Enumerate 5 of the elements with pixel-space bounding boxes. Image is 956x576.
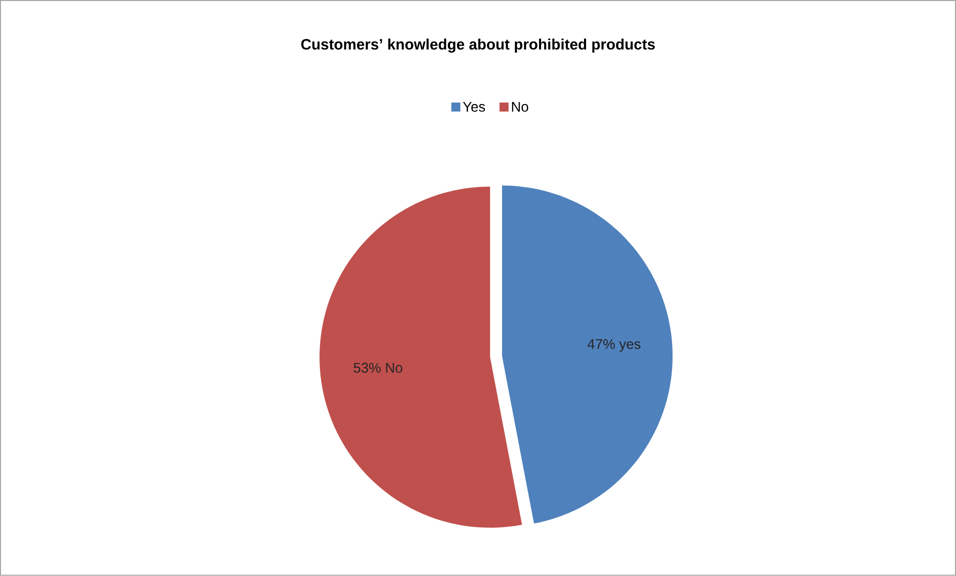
legend-label: Yes <box>462 102 485 112</box>
data-label: 53% No <box>354 362 402 373</box>
data-label: 47% yes <box>588 339 640 352</box>
legend-label: No <box>512 102 528 112</box>
chart-title: Customers’ knowledge about prohibited products <box>301 38 655 53</box>
